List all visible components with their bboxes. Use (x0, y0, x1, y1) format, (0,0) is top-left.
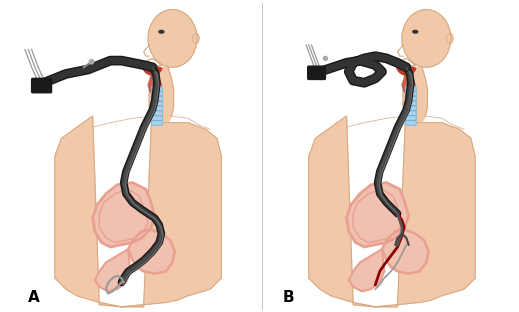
Polygon shape (128, 229, 175, 274)
FancyBboxPatch shape (405, 121, 416, 125)
Polygon shape (403, 67, 428, 123)
Ellipse shape (446, 33, 453, 43)
Polygon shape (309, 116, 475, 307)
FancyBboxPatch shape (405, 91, 416, 96)
Wedge shape (143, 62, 162, 75)
FancyBboxPatch shape (405, 111, 416, 115)
Polygon shape (92, 183, 155, 247)
FancyBboxPatch shape (152, 96, 162, 101)
FancyBboxPatch shape (152, 101, 162, 106)
Circle shape (89, 60, 94, 64)
FancyBboxPatch shape (405, 86, 416, 91)
FancyBboxPatch shape (152, 111, 162, 115)
Ellipse shape (413, 31, 418, 33)
FancyBboxPatch shape (152, 121, 162, 125)
Circle shape (323, 56, 327, 61)
Polygon shape (148, 67, 161, 96)
Text: B: B (282, 290, 294, 305)
FancyBboxPatch shape (152, 91, 162, 96)
Ellipse shape (148, 10, 197, 67)
FancyBboxPatch shape (152, 86, 162, 91)
Ellipse shape (402, 10, 451, 67)
FancyBboxPatch shape (405, 101, 416, 106)
Ellipse shape (193, 33, 199, 43)
Polygon shape (149, 67, 173, 123)
FancyBboxPatch shape (32, 78, 51, 93)
Polygon shape (95, 249, 130, 291)
Polygon shape (382, 229, 429, 274)
Wedge shape (397, 62, 416, 75)
FancyBboxPatch shape (308, 66, 325, 80)
Text: A: A (28, 290, 40, 305)
Polygon shape (349, 249, 384, 291)
FancyBboxPatch shape (405, 116, 416, 120)
Ellipse shape (159, 31, 164, 33)
FancyBboxPatch shape (152, 106, 162, 110)
FancyBboxPatch shape (405, 106, 416, 110)
Polygon shape (402, 67, 415, 96)
Polygon shape (347, 183, 408, 247)
FancyBboxPatch shape (405, 96, 416, 101)
Polygon shape (55, 116, 221, 307)
FancyBboxPatch shape (152, 116, 162, 120)
